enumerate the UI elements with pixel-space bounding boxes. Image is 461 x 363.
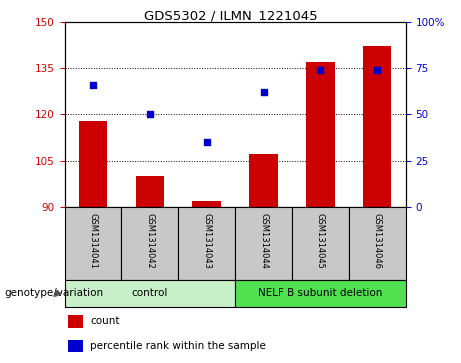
Text: percentile rank within the sample: percentile rank within the sample	[90, 341, 266, 351]
Text: GSM1314046: GSM1314046	[373, 213, 382, 269]
Text: GSM1314043: GSM1314043	[202, 213, 211, 269]
Text: control: control	[132, 288, 168, 298]
Text: GDS5302 / ILMN_1221045: GDS5302 / ILMN_1221045	[144, 9, 317, 22]
Point	[373, 67, 381, 73]
Bar	[65, 280, 235, 307]
Bar	[79, 121, 107, 207]
Bar	[68, 340, 83, 352]
Bar	[235, 207, 292, 280]
Bar	[292, 207, 349, 280]
Bar	[349, 207, 406, 280]
Bar	[65, 207, 121, 280]
Bar	[178, 207, 235, 280]
Text: GSM1314044: GSM1314044	[259, 213, 268, 269]
Bar	[121, 207, 178, 280]
Point	[203, 139, 210, 145]
Bar	[136, 176, 164, 207]
Point	[317, 67, 324, 73]
Text: NELF B subunit deletion: NELF B subunit deletion	[258, 288, 383, 298]
Text: genotype/variation: genotype/variation	[5, 288, 104, 298]
Bar	[235, 280, 406, 307]
Text: count: count	[90, 317, 119, 326]
Text: GSM1314045: GSM1314045	[316, 213, 325, 269]
Bar	[193, 201, 221, 207]
Point	[89, 82, 97, 87]
Point	[146, 111, 154, 117]
Bar	[363, 46, 391, 207]
Text: ▶: ▶	[55, 288, 62, 298]
Text: GSM1314042: GSM1314042	[145, 213, 154, 269]
Bar	[68, 315, 83, 327]
Text: GSM1314041: GSM1314041	[89, 213, 97, 269]
Point	[260, 89, 267, 95]
Bar	[306, 62, 335, 207]
Bar	[249, 155, 278, 207]
